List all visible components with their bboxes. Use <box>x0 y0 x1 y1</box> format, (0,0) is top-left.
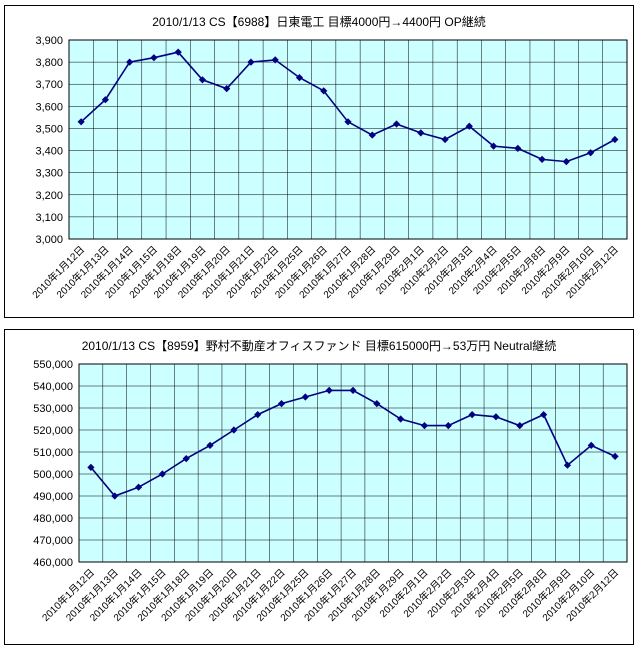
svg-text:3,700: 3,700 <box>35 79 63 91</box>
svg-text:3,400: 3,400 <box>35 146 63 158</box>
chart-nitto-denko: 2010/1/13 CS【6988】日東電工 目標4000円→4400円 OP継… <box>4 5 634 318</box>
svg-text:470,000: 470,000 <box>33 535 73 547</box>
svg-text:490,000: 490,000 <box>33 491 73 503</box>
chart-plot-nitto-denko: 3,000 3,100 3,200 3,300 3,400 3,500 3,600 3,700… <box>29 35 628 301</box>
svg-text:3,100: 3,100 <box>35 212 63 224</box>
svg-text:480,000: 480,000 <box>33 513 73 525</box>
svg-text:3,600: 3,600 <box>35 101 63 113</box>
svg-text:3,300: 3,300 <box>35 168 63 180</box>
chart-nomura-office-fund: 2010/1/13 CS【8959】野村不動産オフィスファンド 目標615000… <box>4 329 634 645</box>
svg-text:3,000: 3,000 <box>35 234 63 246</box>
chart-title: 2010/1/13 CS【8959】野村不動産オフィスファンド 目標615000… <box>81 339 557 353</box>
svg-text:3,200: 3,200 <box>35 190 63 202</box>
svg-text:540,000: 540,000 <box>33 381 73 393</box>
svg-text:530,000: 530,000 <box>33 403 73 415</box>
chart-plot-nomura-office-fund: 460,000 470,000 480,000 490,000 500,000 510,0… <box>33 359 628 624</box>
svg-text:3,500: 3,500 <box>35 123 63 135</box>
svg-text:520,000: 520,000 <box>33 425 73 437</box>
svg-text:3,900: 3,900 <box>35 35 63 47</box>
svg-text:550,000: 550,000 <box>33 359 73 371</box>
svg-text:460,000: 460,000 <box>33 557 73 569</box>
svg-text:510,000: 510,000 <box>33 447 73 459</box>
svg-text:3,800: 3,800 <box>35 57 63 69</box>
svg-text:500,000: 500,000 <box>33 469 73 481</box>
chart-title: 2010/1/13 CS【6988】日東電工 目標4000円→4400円 OP継… <box>152 15 486 29</box>
